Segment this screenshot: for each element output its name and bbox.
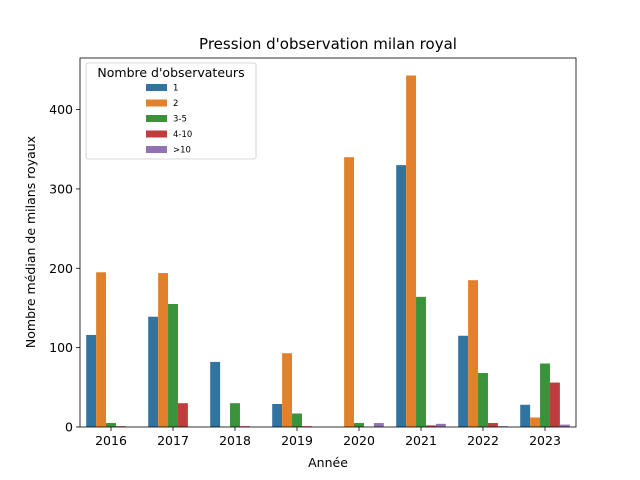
bar-2016-1 — [86, 334, 97, 427]
bar-2023->10 — [559, 424, 570, 427]
y-tick-label: 400 — [49, 102, 73, 117]
bar-2023-4-10 — [549, 382, 560, 427]
x-axis-label: Année — [308, 455, 348, 470]
bar-2018-3-5 — [230, 403, 240, 427]
x-tick-label: 2021 — [405, 433, 437, 448]
plot-frame — [79, 57, 577, 428]
bar-2018-1 — [210, 361, 221, 427]
bar-2019-1 — [272, 403, 283, 427]
bar-2023-1 — [520, 404, 531, 427]
legend-swatch-1 — [146, 84, 167, 91]
legend-swatch-4-10 — [146, 130, 167, 138]
legend-label-4-10: 4-10 — [173, 130, 192, 140]
x-tick-label: 2017 — [157, 433, 189, 448]
bar-2019-3-5 — [292, 413, 302, 427]
x-tick-label: 2018 — [219, 433, 251, 448]
legend-label-1: 1 — [173, 84, 178, 94]
legend-label->10: >10 — [173, 146, 191, 156]
x-tick-label: 2016 — [95, 433, 127, 448]
y-tick-label: 0 — [65, 420, 73, 435]
bar-2022-3-5 — [478, 373, 488, 427]
bar-2021-2 — [406, 75, 417, 428]
legend-label-2: 2 — [173, 99, 178, 109]
bar-2017-3-5 — [168, 304, 178, 427]
legend-label-3-5: 3-5 — [173, 115, 187, 125]
bar-2022-4-10 — [487, 423, 498, 427]
legend-items: 1 2 3-5 4-10 >10 — [146, 84, 192, 156]
bar-2017-1 — [148, 316, 159, 427]
bar-2016-3-5 — [106, 423, 116, 427]
bar-2022-2 — [468, 280, 479, 427]
bar-2019-2 — [282, 353, 293, 427]
bar-2017-4-10 — [177, 403, 188, 427]
legend-swatch->10 — [146, 146, 167, 153]
y-tick-label: 300 — [49, 181, 73, 196]
chart-title: Pression d'observation milan royal — [199, 35, 457, 53]
bar-2023-3-5 — [540, 363, 550, 427]
legend-title: Nombre d'observateurs — [97, 65, 244, 80]
bar-2017-2 — [158, 273, 169, 427]
bar-2021-4-10 — [425, 425, 436, 427]
bar-2021->10 — [435, 423, 446, 427]
y-tick-label: 200 — [49, 261, 73, 276]
legend-box — [85, 62, 257, 160]
x-tick-label: 2022 — [467, 433, 499, 448]
x-tick-label: 2023 — [529, 433, 561, 448]
y-axis-label: Nombre médian de milans royaux — [23, 136, 38, 348]
bar-2021-1 — [396, 165, 407, 427]
x-ticks: 2016 2017 2018 2019 2020 2021 2022 2023 — [95, 427, 561, 448]
bar-2021-3-5 — [416, 296, 426, 427]
bar-2020->10 — [373, 423, 384, 427]
bar-2020-3-5 — [354, 423, 364, 427]
bar-2016-2 — [96, 272, 107, 427]
bar-2022-1 — [458, 335, 469, 427]
legend: Nombre d'observateurs 1 2 3-5 4-10 >10 — [85, 62, 257, 160]
y-tick-label: 100 — [49, 340, 73, 355]
x-tick-label: 2020 — [343, 433, 375, 448]
bar-2023-2 — [530, 417, 541, 427]
x-tick-label: 2019 — [281, 433, 313, 448]
legend-swatch-3-5 — [146, 115, 167, 122]
y-ticks: 0 100 200 300 400 — [49, 102, 80, 435]
bar-2020-2 — [344, 157, 355, 427]
bars — [86, 75, 570, 428]
legend-swatch-2 — [146, 99, 167, 107]
